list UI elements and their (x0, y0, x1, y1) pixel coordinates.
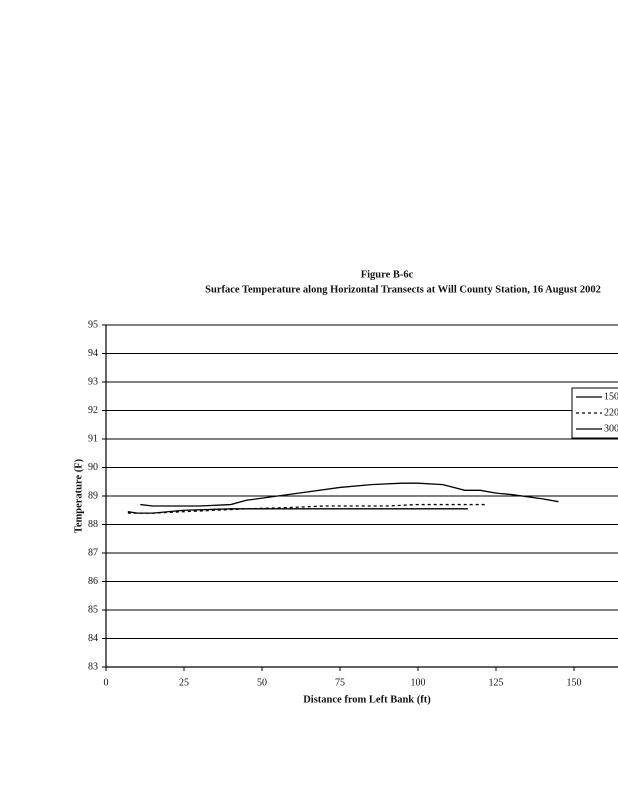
x-tick-label: 125 (489, 677, 504, 688)
series-line (127, 508, 468, 514)
x-tick-label: 75 (335, 677, 345, 688)
y-tick-label: 91 (88, 433, 98, 444)
y-tick-label: 92 (88, 405, 98, 416)
x-tick-label: 50 (257, 677, 267, 688)
x-tick-label: 100 (411, 677, 426, 688)
y-tick-label: 87 (88, 547, 98, 558)
chart-subtitle: Surface Temperature along Horizontal Tra… (205, 284, 601, 295)
legend-label: 150 (604, 391, 618, 402)
y-tick-label: 94 (88, 348, 98, 359)
series-line (140, 482, 559, 507)
legend-label: 300 (604, 423, 618, 434)
y-tick-label: 93 (88, 376, 98, 387)
chart-title: Figure B-6c (361, 269, 414, 280)
y-tick-label: 95 (88, 319, 98, 330)
y-tick-label: 89 (88, 490, 98, 501)
y-tick-label: 86 (88, 576, 98, 587)
y-tick-label: 85 (88, 604, 98, 615)
x-tick-label: 150 (567, 677, 582, 688)
y-tick-label: 90 (88, 462, 98, 473)
y-tick-label: 88 (88, 519, 98, 530)
x-tick-label: 0 (104, 677, 109, 688)
legend-label: 220 (604, 407, 618, 418)
y-tick-label: 84 (88, 633, 98, 644)
y-tick-label: 83 (88, 661, 98, 672)
x-tick-label: 25 (179, 677, 189, 688)
x-axis-title: Distance from Left Bank (ft) (303, 694, 431, 705)
series-line (127, 503, 487, 514)
y-axis-title: Temperature (F) (73, 458, 84, 533)
